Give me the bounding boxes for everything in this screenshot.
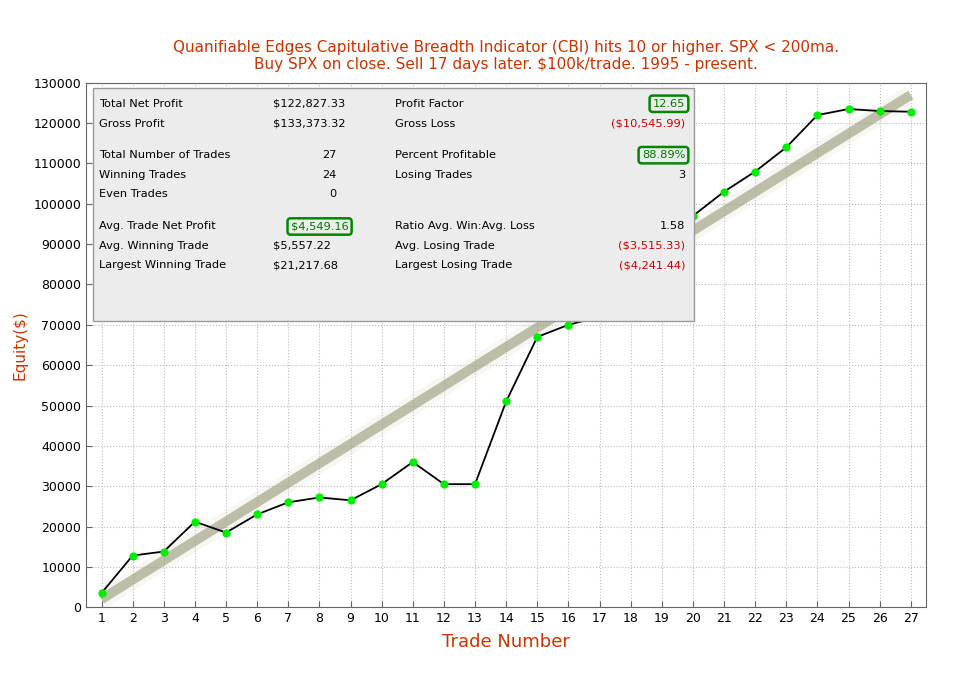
- Point: [592, 311, 607, 322]
- Point: [249, 509, 265, 520]
- Point: [654, 239, 669, 250]
- Text: 3: 3: [678, 170, 685, 179]
- Text: ($4,241.44): ($4,241.44): [619, 260, 685, 270]
- Text: Even Trades: Even Trades: [99, 189, 168, 199]
- Text: Avg. Losing Trade: Avg. Losing Trade: [395, 241, 495, 251]
- Text: ($10,545.99): ($10,545.99): [611, 119, 685, 129]
- Point: [156, 546, 171, 557]
- Text: 88.89%: 88.89%: [642, 150, 685, 160]
- Point: [94, 588, 109, 599]
- Text: Winning Trades: Winning Trades: [99, 170, 186, 179]
- Point: [716, 186, 732, 197]
- Text: 0: 0: [329, 189, 336, 199]
- Text: 12.65: 12.65: [653, 99, 685, 109]
- Point: [219, 527, 234, 538]
- Point: [872, 106, 887, 117]
- Point: [374, 479, 390, 490]
- Title: Quanifiable Edges Capitulative Breadth Indicator (CBI) hits 10 or higher. SPX < : Quanifiable Edges Capitulative Breadth I…: [173, 39, 839, 72]
- Point: [903, 106, 919, 117]
- Text: Total Net Profit: Total Net Profit: [99, 99, 183, 109]
- Point: [281, 497, 296, 508]
- Y-axis label: Equity($): Equity($): [12, 310, 28, 380]
- Point: [125, 550, 140, 561]
- Point: [748, 166, 763, 177]
- Text: Losing Trades: Losing Trades: [395, 170, 473, 179]
- Text: $5,557.22: $5,557.22: [273, 241, 331, 251]
- Text: Gross Profit: Gross Profit: [99, 119, 165, 129]
- FancyBboxPatch shape: [93, 88, 693, 322]
- Text: Largest Losing Trade: Largest Losing Trade: [395, 260, 513, 270]
- Text: 27: 27: [322, 150, 336, 160]
- Point: [841, 104, 857, 115]
- Text: $122,827.33: $122,827.33: [273, 99, 346, 109]
- Text: 24: 24: [322, 170, 336, 179]
- Point: [623, 285, 638, 296]
- Text: Total Number of Trades: Total Number of Trades: [99, 150, 231, 160]
- Point: [810, 110, 825, 121]
- Point: [436, 479, 452, 490]
- Text: $21,217.68: $21,217.68: [273, 260, 338, 270]
- X-axis label: Trade Number: Trade Number: [442, 633, 570, 651]
- Point: [499, 396, 514, 407]
- Text: $133,373.32: $133,373.32: [273, 119, 346, 129]
- Text: Percent Profitable: Percent Profitable: [395, 150, 497, 160]
- Text: ($3,515.33): ($3,515.33): [618, 241, 685, 251]
- Point: [561, 319, 576, 331]
- Text: Avg. Trade Net Profit: Avg. Trade Net Profit: [99, 221, 216, 231]
- Point: [311, 492, 327, 503]
- Point: [778, 142, 794, 153]
- Point: [405, 457, 420, 468]
- Point: [343, 495, 358, 506]
- Point: [187, 516, 202, 527]
- Point: [686, 210, 701, 221]
- Text: 1.58: 1.58: [660, 221, 685, 231]
- Text: Avg. Winning Trade: Avg. Winning Trade: [99, 241, 209, 251]
- Text: Profit Factor: Profit Factor: [395, 99, 464, 109]
- Text: Largest Winning Trade: Largest Winning Trade: [99, 260, 226, 270]
- Text: Gross Loss: Gross Loss: [395, 119, 456, 129]
- Point: [467, 479, 482, 490]
- Text: Ratio Avg. Win:Avg. Loss: Ratio Avg. Win:Avg. Loss: [395, 221, 535, 231]
- Text: $4,549.16: $4,549.16: [290, 221, 349, 231]
- Point: [530, 331, 545, 342]
